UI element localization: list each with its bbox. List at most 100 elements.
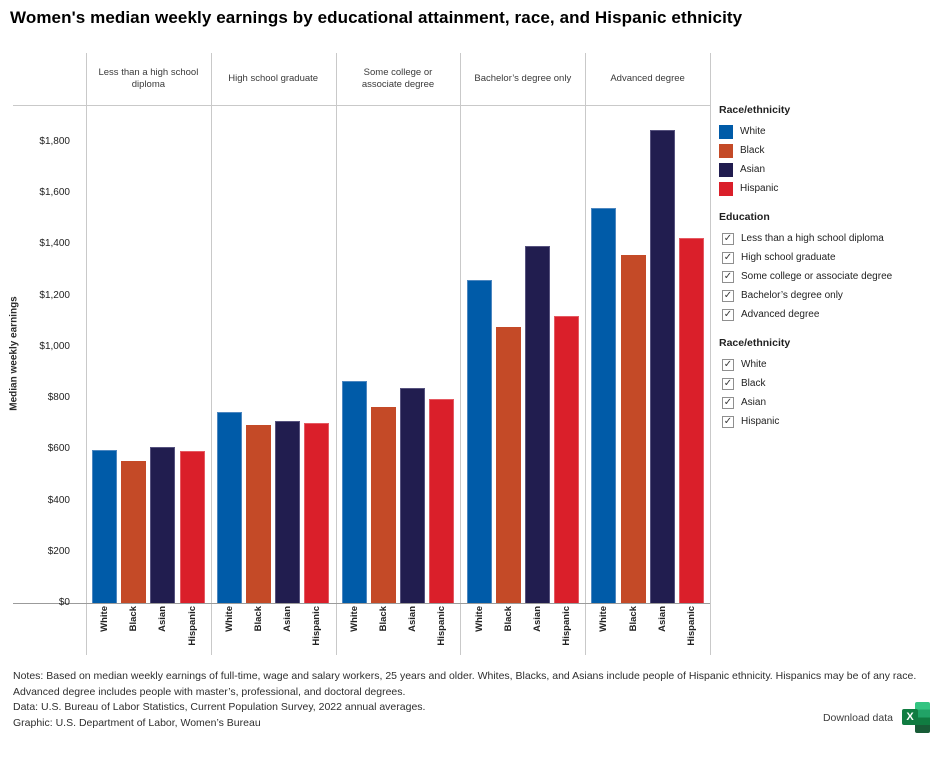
bar-hispanic[interactable] — [304, 422, 330, 603]
x-label-group: White Black Asian Hispanic — [336, 606, 461, 656]
race-legend-title: Race/ethnicity — [719, 104, 791, 116]
excel-icon-x: X — [902, 709, 918, 725]
legend-panel: Race/ethnicity White Black Asian Hispanic E… — [719, 104, 931, 444]
race-filter-checkbox[interactable]: ✓ — [722, 358, 734, 371]
column-separator — [336, 53, 337, 655]
race-legend-items: White Black Asian Hispanic — [719, 122, 931, 198]
education-filter-item: ✓ Bachelor’s degree only — [719, 286, 931, 305]
bar-asian[interactable] — [400, 388, 426, 603]
y-tick-label: $1,800 — [39, 135, 70, 147]
x-label-group: White Black Asian Hispanic — [211, 606, 336, 656]
education-filter-item: ✓ Less than a high school diploma — [719, 229, 931, 248]
race-filter-checkbox[interactable]: ✓ — [722, 415, 734, 428]
y-tick-label: $600 — [47, 443, 70, 455]
x-axis-label: White — [348, 606, 360, 632]
education-filter-checkbox[interactable]: ✓ — [722, 270, 734, 283]
education-filter-checkbox[interactable]: ✓ — [722, 232, 734, 245]
data-source-text: Data: U.S. Bureau of Labor Statistics, C… — [13, 701, 426, 713]
y-tick-label: $1,000 — [39, 340, 70, 352]
x-axis-labels: White Black Asian Hispanic White Black Asian Hi… — [86, 606, 710, 656]
y-tick-label: $1,200 — [39, 289, 70, 301]
bar-asian[interactable] — [275, 420, 301, 603]
column-separator — [710, 53, 711, 655]
x-axis-label: Hispanic — [186, 606, 198, 646]
education-filter-checkbox[interactable]: ✓ — [722, 251, 734, 264]
column-separator — [211, 53, 212, 655]
education-filter-checkbox[interactable]: ✓ — [722, 308, 734, 321]
download-data-label: Download data — [822, 711, 893, 724]
bar-black[interactable] — [620, 255, 646, 603]
race-filter-items: ✓ White ✓ Black ✓ Asian ✓ Hispanic — [719, 355, 931, 431]
bar-group — [585, 106, 710, 603]
bar-black[interactable] — [246, 424, 272, 603]
excel-icon[interactable]: X — [902, 702, 930, 733]
plot-area — [86, 106, 710, 603]
y-tick-label: $800 — [47, 392, 70, 404]
column-header: Less than a high school diploma — [98, 67, 199, 90]
x-axis-label: Asian — [407, 606, 419, 632]
bar-black[interactable] — [495, 327, 521, 603]
race-filter-title: Race/ethnicity — [719, 337, 791, 349]
bar-white[interactable] — [341, 381, 367, 603]
education-filter-label: Less than a high school diploma — [741, 233, 884, 244]
bar-hispanic[interactable] — [179, 451, 205, 603]
bar-black[interactable] — [121, 460, 147, 603]
education-filter-label: Bachelor’s degree only — [741, 290, 843, 301]
y-tick-label: $400 — [47, 494, 70, 506]
race-filter-section: Race/ethnicity ✓ White ✓ Black ✓ Asian ✓ Hispan… — [719, 337, 931, 431]
bar-group — [336, 106, 461, 603]
download-data-link[interactable]: Download data X — [823, 702, 930, 733]
race-filter-checkbox[interactable]: ✓ — [722, 377, 734, 390]
education-filter-label: Some college or associate degree — [741, 271, 893, 282]
bar-asian[interactable] — [524, 246, 550, 603]
education-filter-item: ✓ Advanced degree — [719, 305, 931, 324]
bar-black[interactable] — [370, 407, 396, 603]
bar-white[interactable] — [466, 279, 492, 603]
legend-item-label: Black — [740, 145, 765, 156]
x-axis-label: Black — [377, 606, 389, 632]
x-axis-label: Black — [502, 606, 514, 632]
x-label-group: White Black Asian Hispanic — [86, 606, 211, 656]
legend-item-asian[interactable]: Asian — [719, 160, 931, 179]
x-axis-label: Asian — [282, 606, 294, 632]
legend-item-hispanic[interactable]: Hispanic — [719, 179, 931, 198]
column-separator — [460, 53, 461, 655]
bar-hispanic[interactable] — [678, 238, 704, 603]
bar-hispanic[interactable] — [554, 315, 580, 603]
bar-white[interactable] — [92, 450, 118, 603]
x-axis-label: Black — [128, 606, 140, 632]
education-filter-item: ✓ High school graduate — [719, 248, 931, 267]
column-separator — [86, 53, 87, 655]
x-axis-label: Asian — [531, 606, 543, 632]
x-axis-label: Hispanic — [561, 606, 573, 646]
race-filter-item: ✓ White — [719, 355, 931, 374]
bar-asian[interactable] — [649, 130, 675, 603]
notes-text-line2: Advanced degree includes people with mas… — [13, 685, 406, 698]
bar-asian[interactable] — [150, 447, 176, 603]
column-header: Some college or associate degree — [361, 67, 435, 90]
column-separator — [585, 53, 586, 655]
legend-item-black[interactable]: Black — [719, 141, 931, 160]
x-label-group: White Black Asian Hispanic — [585, 606, 710, 656]
race-filter-checkbox[interactable]: ✓ — [722, 396, 734, 409]
x-axis-label: Black — [253, 606, 265, 632]
y-tick-label: $0 — [58, 597, 70, 608]
graphic-credit-text: Graphic: U.S. Department of Labor, Women… — [13, 716, 261, 729]
race-filter-label: Hispanic — [741, 416, 780, 427]
legend-item-label: Hispanic — [740, 183, 779, 194]
race-legend-section: Race/ethnicity White Black Asian Hispanic — [719, 104, 931, 198]
education-filter-label: High school graduate — [741, 252, 836, 263]
bar-white[interactable] — [216, 412, 242, 603]
column-header: Bachelor’s degree only — [474, 73, 572, 84]
bar-white[interactable] — [591, 207, 617, 603]
legend-item-white[interactable]: White — [719, 122, 931, 141]
race-filter-item: ✓ Hispanic — [719, 412, 931, 431]
legend-swatch — [719, 124, 733, 139]
y-tick-label: $1,400 — [39, 238, 70, 250]
legend-swatch — [719, 181, 733, 196]
education-filter-checkbox[interactable]: ✓ — [722, 289, 734, 302]
footer-notes: Notes: Based on median weekly earnings o… — [13, 669, 925, 731]
x-axis-label: Asian — [157, 606, 169, 632]
bar-hispanic[interactable] — [429, 398, 455, 603]
